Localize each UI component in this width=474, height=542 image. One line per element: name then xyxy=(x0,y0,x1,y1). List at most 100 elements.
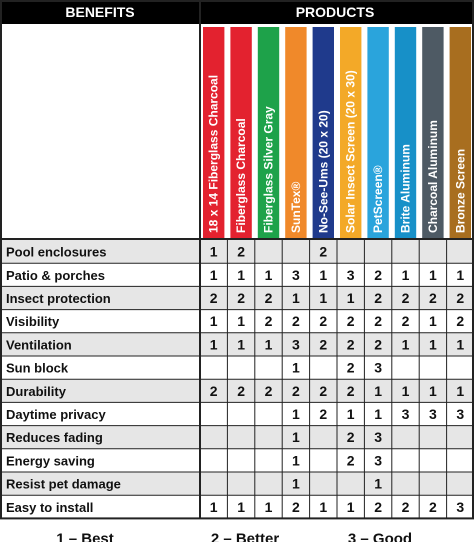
rating-value: 2 xyxy=(429,290,437,306)
rating-value: 2 xyxy=(265,313,273,329)
rating-value: 1 xyxy=(265,267,273,283)
rating-value: 1 xyxy=(374,383,382,399)
rating-value: 1 xyxy=(429,313,437,329)
rating-value: 3 xyxy=(429,406,437,422)
benefit-label: Energy saving xyxy=(6,453,95,468)
product-label: PetScreen® xyxy=(371,165,385,233)
rating-value: 2 xyxy=(210,383,218,399)
benefit-label: Visibility xyxy=(6,314,60,329)
rating-value: 2 xyxy=(347,336,355,352)
product-color-band xyxy=(422,27,444,239)
rating-value: 1 xyxy=(347,406,355,422)
product-label: Solar Insect Screen (20 x 30) xyxy=(344,70,358,233)
rating-value: 3 xyxy=(292,336,300,352)
rating-value: 1 xyxy=(210,336,218,352)
rating-value: 1 xyxy=(265,336,273,352)
table-background xyxy=(0,24,200,239)
rating-value: 1 xyxy=(374,476,382,492)
rating-value: 2 xyxy=(265,290,273,306)
rating-value: 1 xyxy=(347,290,355,306)
rating-value: 2 xyxy=(319,406,327,422)
rating-value: 3 xyxy=(347,267,355,283)
rating-value: 3 xyxy=(374,452,382,468)
rating-value: 1 xyxy=(237,499,245,515)
rating-value: 1 xyxy=(292,406,300,422)
rating-value: 1 xyxy=(237,336,245,352)
table-row xyxy=(0,379,474,403)
rating-value: 1 xyxy=(456,383,464,399)
rating-value: 3 xyxy=(292,267,300,283)
rating-value: 2 xyxy=(429,499,437,515)
rating-value: 2 xyxy=(237,244,245,260)
rating-value: 1 xyxy=(347,499,355,515)
benefit-label: Resist pet damage xyxy=(6,477,121,492)
table-row xyxy=(0,495,474,519)
benefit-label: Insect protection xyxy=(6,291,111,306)
benefit-label: Durability xyxy=(6,384,67,399)
product-label: Fiberglass Charcoal xyxy=(234,118,248,233)
rating-value: 1 xyxy=(319,499,327,515)
rating-legend: 1 – Best 2 – Better 3 – Good xyxy=(56,530,412,542)
rating-value: 1 xyxy=(210,313,218,329)
table-row xyxy=(0,425,474,449)
rating-value: 2 xyxy=(374,290,382,306)
rating-value: 2 xyxy=(456,313,464,329)
benefit-label: Pool enclosures xyxy=(6,245,106,260)
rating-value: 2 xyxy=(237,290,245,306)
rating-value: 2 xyxy=(292,383,300,399)
rating-value: 1 xyxy=(292,360,300,376)
rating-value: 2 xyxy=(210,290,218,306)
rating-value: 2 xyxy=(374,313,382,329)
rating-value: 1 xyxy=(374,406,382,422)
table-row xyxy=(0,240,474,264)
rating-value: 1 xyxy=(292,429,300,445)
product-color-band xyxy=(230,27,252,239)
rating-value: 2 xyxy=(402,499,410,515)
benefits-blank-cell xyxy=(0,24,200,239)
rating-value: 2 xyxy=(347,383,355,399)
rating-value: 2 xyxy=(456,290,464,306)
rating-value: 2 xyxy=(265,383,273,399)
rating-value: 2 xyxy=(292,313,300,329)
rating-value: 2 xyxy=(292,499,300,515)
rating-value: 2 xyxy=(319,336,327,352)
product-color-band xyxy=(203,27,225,239)
rating-value: 1 xyxy=(210,499,218,515)
rating-value: 2 xyxy=(374,336,382,352)
rating-value: 2 xyxy=(347,452,355,468)
rating-value: 1 xyxy=(456,267,464,283)
rating-value: 3 xyxy=(374,360,382,376)
rating-value: 2 xyxy=(374,267,382,283)
table-row xyxy=(0,309,474,333)
rating-value: 3 xyxy=(374,429,382,445)
product-color-band xyxy=(394,27,417,239)
rating-value: 1 xyxy=(210,244,218,260)
table-row xyxy=(0,402,474,426)
product-color-band xyxy=(257,27,280,239)
benefit-label: Ventilation xyxy=(6,337,72,352)
product-label: 18 x 14 Fiberglass Charcoal xyxy=(207,75,221,233)
table-row xyxy=(0,448,474,472)
products-header: PRODUCTS xyxy=(296,4,375,20)
product-label: No-See-Ums (20 x 20) xyxy=(316,110,330,233)
table-row xyxy=(0,263,474,287)
benefit-label: Reduces fading xyxy=(6,430,103,445)
rating-value: 1 xyxy=(292,452,300,468)
product-label: Brite Aluminum xyxy=(399,144,413,233)
rating-value: 2 xyxy=(347,360,355,376)
rating-value: 1 xyxy=(402,383,410,399)
rating-value: 1 xyxy=(265,499,273,515)
rating-value: 1 xyxy=(237,313,245,329)
rating-value: 1 xyxy=(402,267,410,283)
rating-value: 1 xyxy=(319,290,327,306)
rating-value: 2 xyxy=(319,244,327,260)
rating-value: 3 xyxy=(456,406,464,422)
rating-value: 2 xyxy=(347,313,355,329)
product-color-band xyxy=(312,27,334,239)
table-grid xyxy=(0,0,474,520)
benefits-header: BENEFITS xyxy=(65,4,134,20)
table-rows: Pool enclosures 1 2 2 Patio & porches 1 1 1 3 1 3 2… xyxy=(0,240,474,519)
rating-value: 1 xyxy=(429,267,437,283)
rating-value: 2 xyxy=(237,383,245,399)
product-columns: 18 x 14 Fiberglass Charcoal Fiberglass Ch… xyxy=(203,27,471,239)
